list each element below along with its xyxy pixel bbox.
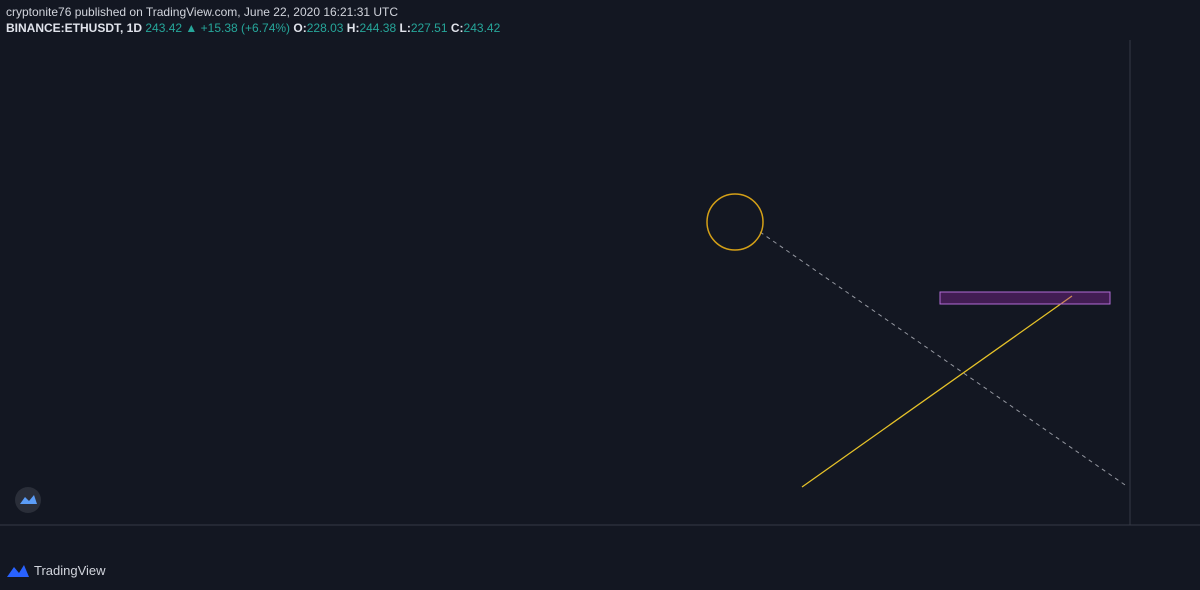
change: +15.38 (+6.74%): [200, 21, 291, 35]
arrow: ▲: [185, 21, 198, 35]
ohlc-value: 243.42: [463, 21, 501, 35]
plot-bg: [0, 40, 1130, 525]
header: cryptonite76 published on TradingView.co…: [6, 4, 500, 36]
projection-line: [759, 231, 1129, 488]
ohlc-value: 244.38: [359, 21, 397, 35]
brand-logo: [7, 564, 29, 577]
zone-box: [939, 291, 1111, 305]
symbol: BINANCE:ETHUSDT, 1D: [6, 21, 143, 35]
ohlc-key: C:: [450, 21, 464, 35]
ohlc-value: 227.51: [410, 21, 448, 35]
brand: TradingView: [34, 563, 106, 578]
ohlc-value: 228.03: [306, 21, 344, 35]
ohlc-key: L:: [399, 21, 411, 35]
highlight-circle: [706, 193, 764, 251]
last: 243.42: [145, 21, 183, 35]
logo-icon: [20, 495, 37, 504]
ohlc: O:228.03 H:244.38 L:227.51 C:243.42: [293, 21, 500, 35]
ohlc-key: H:: [346, 21, 360, 35]
footer: TradingView: [6, 563, 106, 578]
publisher: cryptonite76 published on TradingView.co…: [6, 5, 399, 19]
quote-line: BINANCE:ETHUSDT, 1D 243.42 ▲ +15.38 (+6.…: [6, 20, 500, 36]
ohlc-key: O:: [293, 21, 307, 35]
trend-line: [801, 295, 1073, 488]
chart: [0, 40, 1200, 526]
